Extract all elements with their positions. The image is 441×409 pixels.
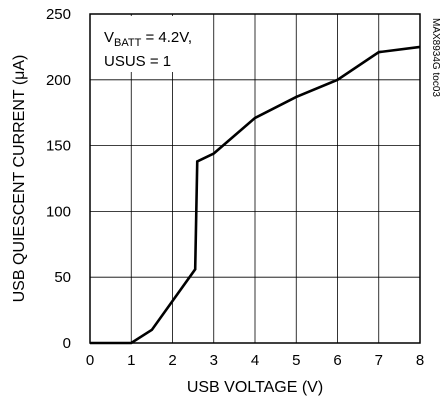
annotation-background xyxy=(92,16,207,72)
y-tick-label: 200 xyxy=(46,72,71,89)
annotation-vbatt-subscript: BATT xyxy=(114,37,142,49)
annotation-line-1: VBATT = 4.2V, xyxy=(104,29,192,49)
y-tick-label: 150 xyxy=(46,138,71,155)
x-tick-label: 3 xyxy=(210,352,218,369)
legend-annotation: VBATT = 4.2V, USUS = 1 xyxy=(92,16,207,72)
series-layer xyxy=(90,45,421,345)
y-tick-label: 50 xyxy=(54,269,71,286)
annotation-line-2: USUS = 1 xyxy=(104,53,171,70)
series-line xyxy=(90,45,421,345)
plot-frame xyxy=(89,13,421,344)
x-tick-label: 6 xyxy=(333,352,341,369)
tick-labels: 0 1 2 3 4 5 6 7 8 0 50 100 150 200 250 xyxy=(46,6,424,369)
y-tick-label: 250 xyxy=(46,6,71,23)
x-tick-label: 1 xyxy=(127,352,135,369)
x-tick-label: 0 xyxy=(86,352,94,369)
x-tick-label: 2 xyxy=(168,352,176,369)
annotation-vbatt-prefix: V xyxy=(104,29,114,46)
y-tick-label: 100 xyxy=(46,203,71,220)
y-axis-title: USB QUIESCENT CURRENT (μA) xyxy=(11,55,28,303)
x-tick-label: 4 xyxy=(251,352,259,369)
x-tick-label: 7 xyxy=(375,352,383,369)
annotation-vbatt-value: = 4.2V, xyxy=(141,29,192,46)
x-tick-label: 5 xyxy=(292,352,300,369)
x-axis-title: USB VOLTAGE (V) xyxy=(187,379,323,396)
y-tick-label: 0 xyxy=(63,335,71,352)
figure-id-label: MAX8934G toc03 xyxy=(430,18,441,97)
x-tick-label: 8 xyxy=(416,352,424,369)
